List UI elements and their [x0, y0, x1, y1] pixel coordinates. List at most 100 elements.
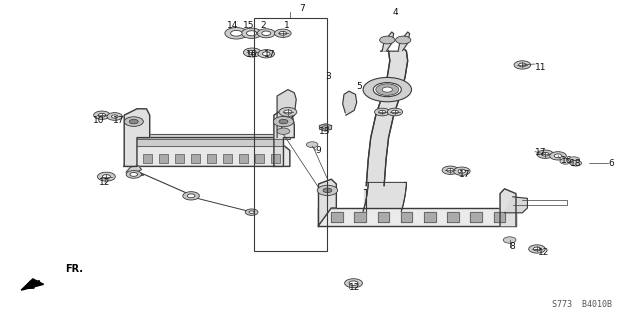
Circle shape: [380, 36, 395, 44]
Polygon shape: [159, 154, 168, 163]
Circle shape: [262, 31, 271, 36]
Circle shape: [533, 247, 541, 251]
Text: 9: 9: [315, 146, 321, 155]
Polygon shape: [401, 212, 412, 222]
Circle shape: [249, 211, 254, 213]
Text: 17: 17: [535, 148, 547, 156]
Circle shape: [275, 29, 291, 37]
Circle shape: [454, 167, 470, 175]
Circle shape: [541, 152, 549, 156]
Text: 4: 4: [392, 8, 397, 17]
Text: 17: 17: [459, 170, 470, 179]
Polygon shape: [239, 154, 248, 163]
Text: 12: 12: [349, 284, 361, 292]
Circle shape: [458, 169, 466, 173]
Polygon shape: [21, 279, 43, 290]
Circle shape: [111, 115, 118, 118]
Bar: [254, 18, 327, 251]
Polygon shape: [424, 212, 436, 222]
Circle shape: [396, 36, 411, 44]
Polygon shape: [364, 189, 366, 214]
Polygon shape: [126, 166, 141, 173]
Polygon shape: [331, 212, 343, 222]
Circle shape: [262, 52, 270, 56]
Polygon shape: [255, 154, 264, 163]
Polygon shape: [137, 139, 283, 146]
Circle shape: [279, 119, 288, 124]
Circle shape: [277, 128, 290, 134]
Polygon shape: [494, 212, 505, 222]
Circle shape: [243, 48, 261, 57]
Circle shape: [554, 154, 562, 158]
Polygon shape: [500, 189, 516, 226]
Circle shape: [103, 175, 110, 179]
Circle shape: [107, 113, 122, 120]
Text: 12: 12: [99, 178, 111, 187]
Text: 13: 13: [319, 127, 331, 136]
Circle shape: [323, 188, 332, 193]
Polygon shape: [124, 109, 150, 166]
Text: 12: 12: [538, 248, 550, 257]
Text: 17: 17: [113, 116, 125, 124]
Text: 14: 14: [227, 21, 238, 30]
Polygon shape: [277, 90, 296, 138]
Circle shape: [345, 279, 362, 288]
Polygon shape: [363, 182, 406, 211]
Circle shape: [97, 172, 115, 181]
Circle shape: [375, 108, 390, 116]
Text: 6: 6: [608, 159, 614, 168]
Polygon shape: [447, 212, 459, 222]
Polygon shape: [318, 208, 516, 226]
Polygon shape: [223, 154, 232, 163]
Circle shape: [241, 28, 262, 38]
Polygon shape: [127, 138, 290, 166]
Circle shape: [98, 113, 106, 117]
Circle shape: [284, 110, 292, 114]
Circle shape: [273, 116, 294, 127]
Text: 7: 7: [299, 4, 306, 12]
Circle shape: [257, 29, 275, 38]
Circle shape: [279, 108, 297, 116]
Polygon shape: [271, 154, 280, 163]
Circle shape: [503, 237, 516, 243]
Circle shape: [279, 31, 287, 35]
Text: 2: 2: [260, 21, 266, 30]
Text: 8: 8: [510, 242, 515, 251]
Text: FR.: FR.: [66, 264, 83, 274]
Circle shape: [387, 108, 403, 116]
Circle shape: [245, 209, 258, 215]
Circle shape: [537, 150, 554, 158]
Circle shape: [447, 168, 454, 172]
Circle shape: [94, 111, 110, 119]
Circle shape: [349, 281, 358, 285]
Polygon shape: [207, 154, 216, 163]
Circle shape: [187, 194, 195, 198]
Circle shape: [247, 31, 257, 36]
Polygon shape: [175, 154, 184, 163]
Circle shape: [124, 117, 143, 126]
Circle shape: [317, 185, 338, 196]
Circle shape: [442, 166, 459, 174]
Polygon shape: [382, 32, 394, 51]
Circle shape: [126, 171, 141, 178]
Polygon shape: [378, 212, 389, 222]
Text: 11: 11: [535, 63, 547, 72]
Circle shape: [382, 87, 392, 92]
Polygon shape: [366, 48, 408, 186]
Text: 16: 16: [246, 50, 257, 59]
Polygon shape: [318, 179, 336, 226]
Circle shape: [225, 28, 248, 39]
Circle shape: [183, 192, 199, 200]
Circle shape: [379, 110, 385, 114]
Circle shape: [570, 160, 582, 166]
Circle shape: [392, 110, 398, 114]
Circle shape: [529, 245, 545, 253]
Polygon shape: [398, 32, 410, 51]
Text: 18: 18: [570, 159, 582, 168]
Text: 17: 17: [264, 50, 276, 59]
Circle shape: [129, 119, 138, 124]
Polygon shape: [319, 124, 332, 131]
Polygon shape: [471, 212, 482, 222]
Text: 15: 15: [243, 21, 254, 30]
Text: 10: 10: [93, 116, 104, 124]
